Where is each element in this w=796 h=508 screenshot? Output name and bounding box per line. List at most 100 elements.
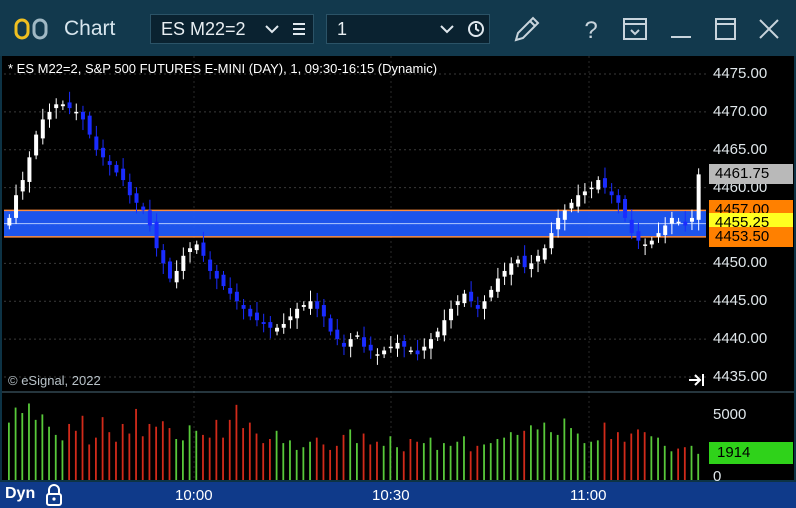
interval-field[interactable]: 1 [326,14,490,44]
clock-icon[interactable] [467,20,485,38]
candle-body [408,350,413,352]
title-bar: Chart ES M22=2 1 ? [0,0,796,56]
candle-body [40,119,45,139]
pencil-icon[interactable] [510,12,544,46]
candle-body [475,305,480,309]
candle-body [60,104,65,107]
volume-bar [309,441,311,480]
close-icon[interactable] [752,12,786,46]
price-tick: 4475.00 [713,65,768,82]
price-tick: 4435.00 [713,368,768,385]
window-title: Chart [64,17,116,40]
candle-body [623,198,628,218]
candle-body [422,346,427,351]
candle-body [395,342,400,349]
candle-body [576,195,581,207]
chevron-down-icon[interactable] [439,21,455,37]
price-tag: 4461.75 [709,164,793,184]
chevron-down-icon[interactable] [264,21,280,37]
time-axis[interactable] [0,482,796,508]
help-icon[interactable]: ? [574,12,608,46]
candle-body [167,261,172,279]
volume-bar [556,434,559,480]
volume-bar [583,443,586,480]
volume-bar [115,441,117,480]
candle-body [368,344,373,351]
volume-bar [389,436,392,480]
volume-bar [677,448,680,480]
candle-body [515,259,520,264]
volume-bar [242,428,245,480]
price-tick: 4440.00 [713,330,768,348]
candle-body [221,274,226,287]
volume-bar [275,430,278,480]
price-axis[interactable] [708,56,794,480]
volume-bar [630,433,633,480]
candle-body [428,339,433,349]
candle-body [489,289,494,298]
candle-body [656,233,661,237]
volume-bar [409,439,412,480]
candle-body [696,174,701,220]
volume-bar [34,419,37,480]
dynamic-mode-label[interactable]: Dyn [5,485,36,502]
chart-plot-area[interactable] [2,56,708,480]
candle-body [616,195,621,203]
price-tick: 4470.00 [713,102,768,120]
volume-bar [88,444,91,480]
candle-body [188,248,193,253]
candle-body [435,331,440,338]
candle-body [308,301,313,309]
symbol-field[interactable]: ES M22=2 [150,14,314,44]
candle-body [134,193,139,203]
volume-bar [182,440,184,480]
window-icon[interactable] [618,12,652,46]
menu-icon[interactable] [291,20,307,38]
scroll-to-end-icon[interactable] [688,373,706,387]
candle-body [582,191,587,196]
lock-icon[interactable] [44,484,64,506]
volume-bar [617,432,619,480]
volume-bar [463,436,465,480]
candle-body [355,335,360,337]
volume-bar [516,434,519,480]
candle-body [569,202,574,209]
candle-body [181,255,186,271]
candle-body [147,210,152,226]
volume-bar [235,404,238,480]
volume-bar [175,439,178,480]
time-tick: 11:00 [570,487,607,504]
candle-body [562,210,567,220]
volume-bar [356,443,358,480]
volume-bar [489,443,492,480]
volume-bar [295,449,298,480]
volume-bar [81,415,84,480]
maximize-icon[interactable] [708,12,742,46]
candle-body [161,250,166,264]
candle-body [335,329,340,340]
volume-bar [101,417,104,480]
volume-bar [282,443,285,480]
candle-body [315,301,320,309]
volume-bar [21,413,24,480]
volume-bar [141,436,144,480]
volume-bar [496,439,499,480]
volume-bar [315,437,318,480]
candle-body [194,244,199,251]
candle-body [542,248,547,260]
volume-bar [28,403,30,480]
volume-bar [262,443,265,480]
volume-bar [443,443,445,480]
volume-bar [168,428,171,480]
volume-bar [161,421,164,480]
volume-bar [690,445,693,480]
candle-body [94,136,99,150]
minimize-icon[interactable] [664,12,698,46]
time-tick: 10:30 [372,487,410,504]
candle-body [47,111,52,120]
volume-bar [289,440,291,480]
volume-bar [255,433,258,480]
volume-bar [14,407,17,480]
candle-body [596,180,601,190]
